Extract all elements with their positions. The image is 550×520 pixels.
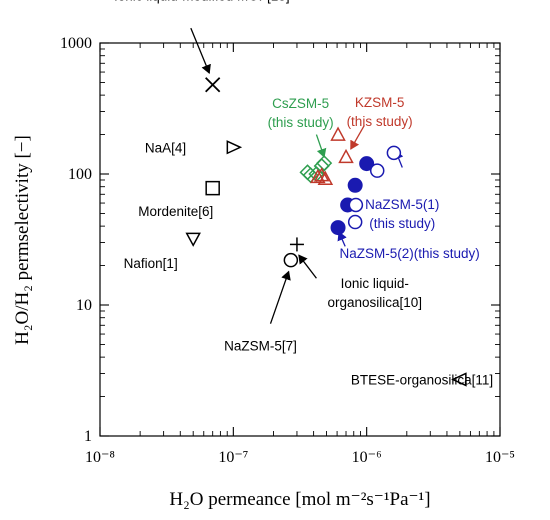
point-kzsm-5-this-study <box>313 167 330 182</box>
point-nazsm-5-2-this-study <box>369 163 385 178</box>
annotation-label: Nafion[1] <box>124 256 178 271</box>
point-kzsm-5-this-study <box>338 148 354 164</box>
x-tick-label: 10⁻⁸ <box>85 449 115 466</box>
annotation-label: NaZSM-5(2)(this study) <box>339 246 479 261</box>
y-tick-label: 100 <box>68 166 92 183</box>
point-nazsm-5-2-this-study <box>386 145 402 161</box>
annotation-arrow <box>190 27 211 74</box>
point-nafion-1 <box>185 232 201 247</box>
x-tick-label: 10⁻⁷ <box>218 449 248 466</box>
annotation-label: Ionic liquid-organosilica[10] <box>327 276 422 310</box>
annotation-arrows <box>190 27 404 324</box>
point-nazsm-5-1-this-study <box>347 177 363 193</box>
point-naa-4 <box>226 140 243 155</box>
point-cszsm-5-this-study <box>316 155 333 172</box>
point-kzsm-5-this-study <box>310 168 326 184</box>
annotation-label: NaA[4] <box>145 140 186 155</box>
data-points <box>185 77 467 387</box>
x-tick-label: 10⁻⁵ <box>485 449 515 466</box>
point-mordenite-6 <box>205 180 220 196</box>
annotation-labels: Ionic liquid-modified MOF[13] NaA[4] Morde… <box>114 0 493 387</box>
point-nazsm-5-1-this-study <box>330 220 346 236</box>
annotation-label: KZSM-5 (this study) <box>347 95 413 129</box>
annotation-arrow <box>315 134 327 158</box>
point-nazsm-5-7 <box>283 252 299 268</box>
y-tick-label: 1000 <box>60 35 92 52</box>
annotation-label: BTESE-organosilica[11] <box>351 372 493 387</box>
point-btese-organosilica-11 <box>451 372 467 387</box>
point-ionic-liquid-organosilica-10 <box>289 237 304 252</box>
plot-frame <box>99 42 501 437</box>
annotation-arrow <box>350 125 365 150</box>
x-tick-label: 10⁻⁶ <box>352 449 382 466</box>
y-axis-label: H₂O/H₂ permselectivity [−] <box>12 135 33 345</box>
y-tick-label: 1 <box>84 428 92 445</box>
axis-ticks <box>99 42 501 437</box>
point-nazsm-5-2-this-study <box>347 214 363 230</box>
annotation-label: NaZSM-5[7] <box>224 339 297 354</box>
annotation-label: NaZSM-5(1) (this study) <box>365 197 439 231</box>
annotation-label: Ionic liquid-modified MOF[13] <box>114 0 290 4</box>
point-kzsm-5-this-study <box>317 170 334 185</box>
annotation-label: CsZSM-5 (this study) <box>268 96 334 130</box>
point-kzsm-5-this-study <box>330 126 346 141</box>
point-nazsm-5-2-this-study <box>348 197 364 213</box>
point-ionic-liquid-modified-mof-13 <box>205 77 221 93</box>
x-axis-label: H₂O permeance [mol m⁻²s⁻¹Pa⁻¹] <box>169 489 430 510</box>
y-tick-label: 10 <box>76 297 92 314</box>
tick-labels: 10⁻⁸ 10⁻⁷ 10⁻⁶ 10⁻⁵ 1 10 100 1000 <box>60 35 515 466</box>
annotation-arrow <box>298 254 317 279</box>
point-nazsm-5-1-this-study <box>359 156 375 172</box>
annotation-arrow <box>269 270 291 324</box>
annotation-label: Mordenite[6] <box>138 204 213 219</box>
